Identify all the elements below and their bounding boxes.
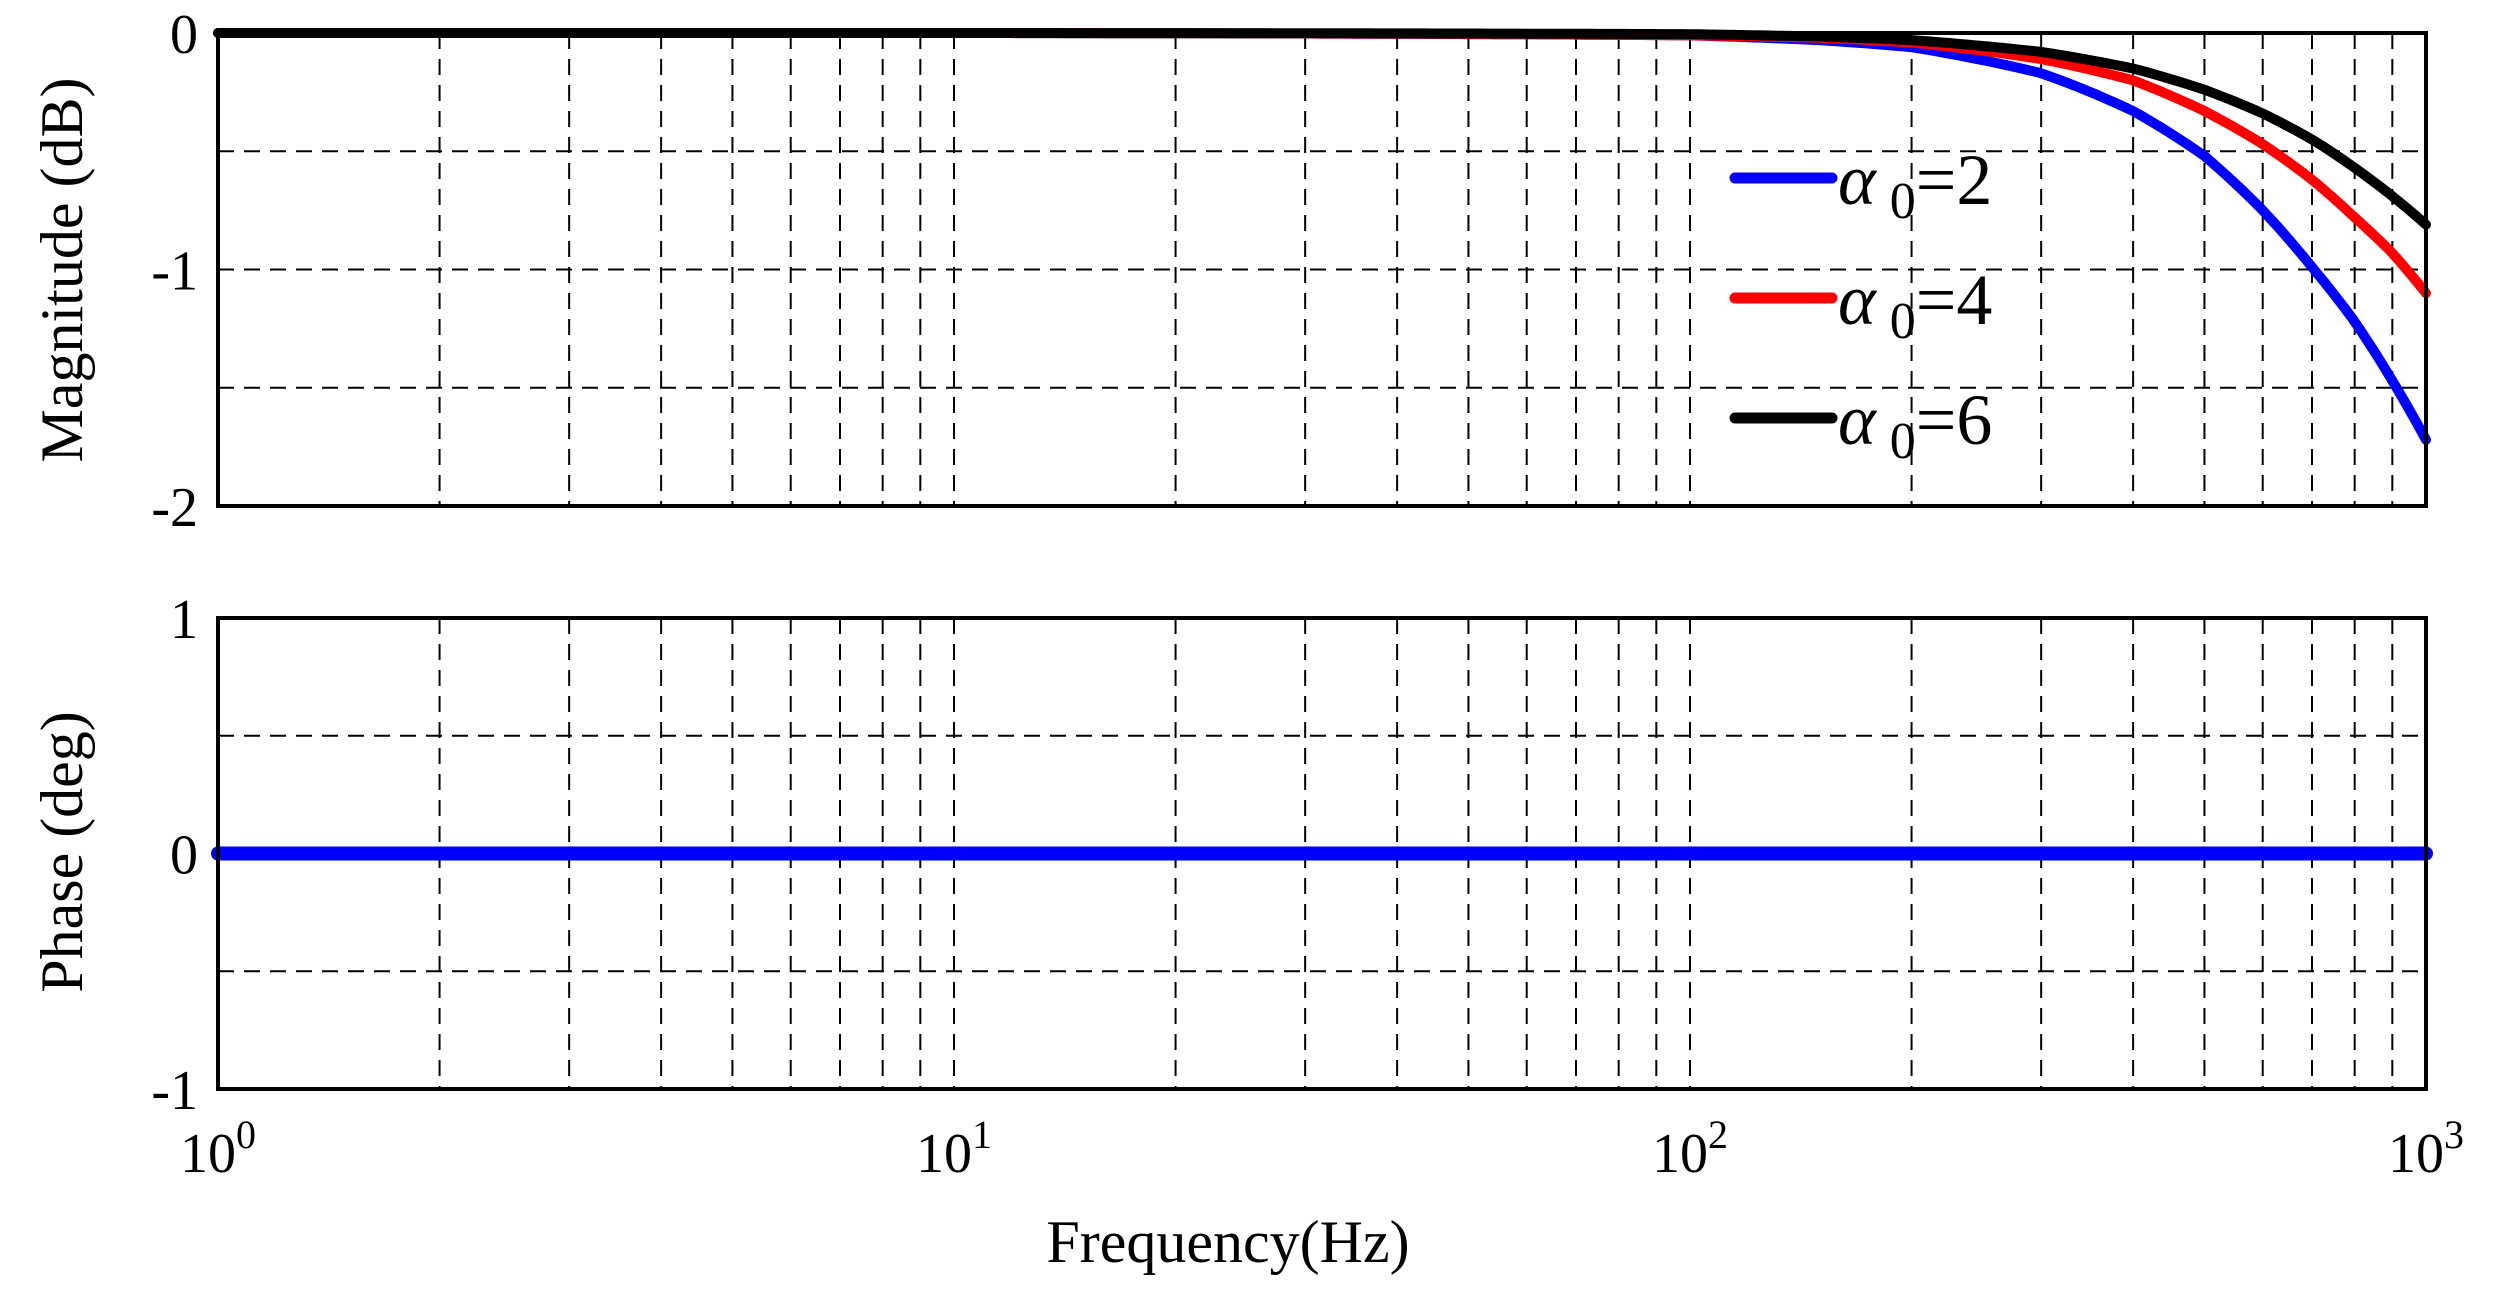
phase-ytick-label: 1 [170, 589, 198, 651]
magnitude-axes-frame [216, 31, 2428, 508]
magnitude-axis-label: Magnitude (dB) [29, 78, 95, 463]
frequency-axis-label: Frequency(Hz) [1046, 1209, 1409, 1275]
magnitude-series-line-0 [213, 28, 2431, 445]
magnitude-ytick-label: -2 [151, 477, 198, 539]
phase-ytick-label: -1 [151, 1060, 198, 1122]
xtick-label: 101 [916, 1112, 992, 1185]
legend-label-1: α 0=4 [1838, 260, 1992, 350]
magnitude-series-line-1 [213, 28, 2431, 299]
legend-label-2: α 0=6 [1838, 380, 1992, 470]
phase-axes-frame [216, 616, 2428, 1091]
magnitude-ytick-label: 0 [170, 4, 198, 66]
magnitude-series-line-2 [213, 28, 2431, 230]
phase-axis-label: Phase (deg) [29, 711, 95, 993]
legend: α 0=2 α 0=4 α 0=6 [1729, 140, 1992, 470]
magnitude-panel: 0 -1 -2 α 0=2 α 0=4 α 0=6 [151, 4, 2431, 539]
magnitude-ytick-label: -1 [151, 241, 198, 303]
xtick-label: 102 [1652, 1112, 1728, 1185]
xtick-label: 103 [2388, 1112, 2464, 1185]
phase-ytick-label: 0 [170, 825, 198, 887]
xtick-label: 100 [180, 1112, 256, 1185]
legend-label-0: α 0=2 [1838, 140, 1992, 230]
